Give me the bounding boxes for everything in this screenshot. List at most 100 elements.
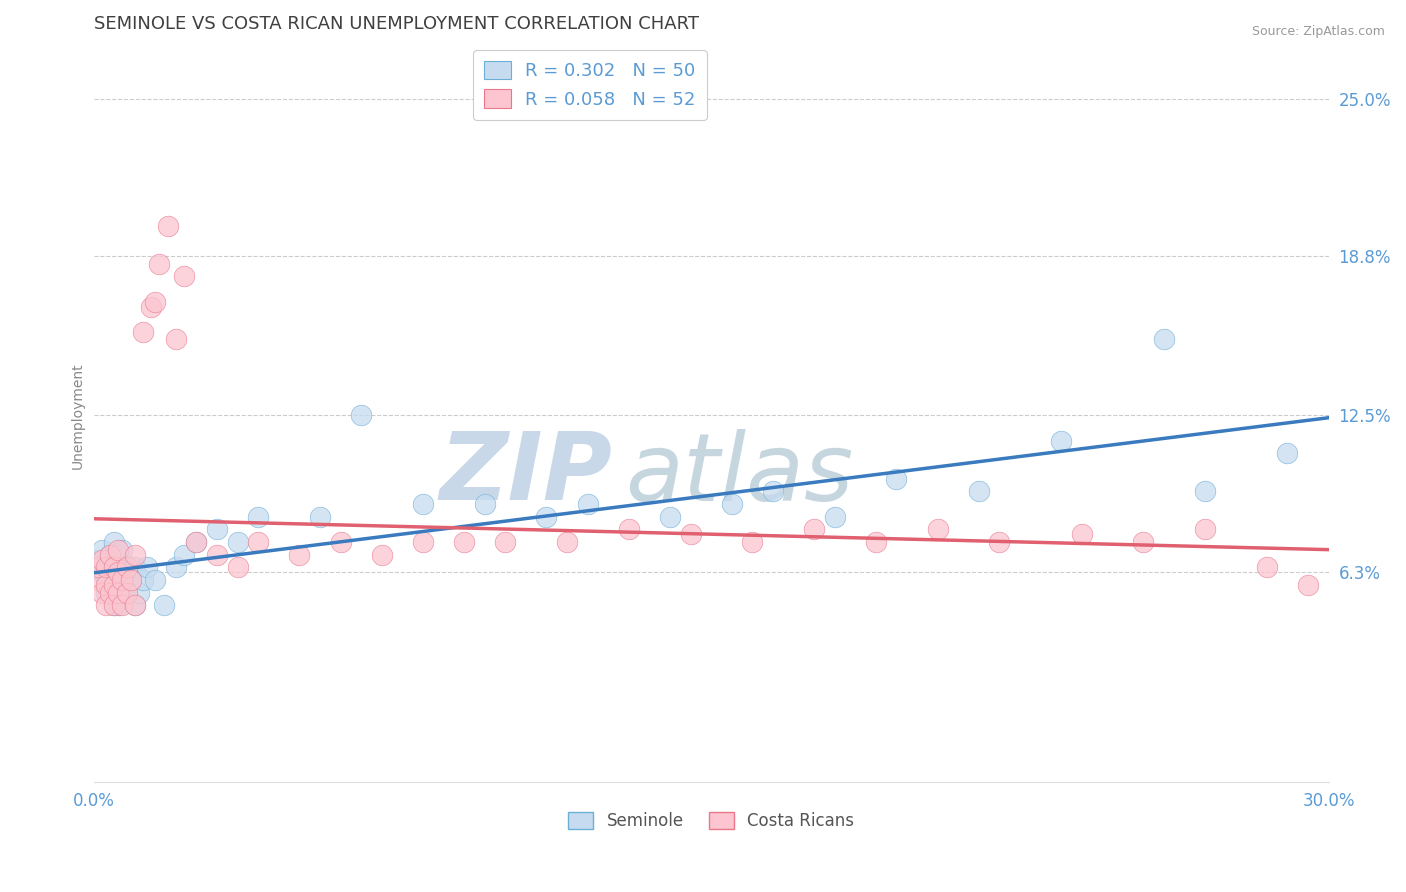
Point — [156, 219, 179, 233]
Point — [967, 484, 990, 499]
Point — [124, 598, 146, 612]
Point — [1277, 446, 1299, 460]
Point — [803, 522, 825, 536]
Point — [824, 509, 846, 524]
Point — [173, 269, 195, 284]
Point — [94, 585, 117, 599]
Point — [247, 509, 270, 524]
Point — [143, 294, 166, 309]
Point — [103, 560, 125, 574]
Point — [309, 509, 332, 524]
Point — [494, 535, 516, 549]
Point — [90, 566, 112, 580]
Point — [115, 560, 138, 574]
Point — [148, 256, 170, 270]
Point — [247, 535, 270, 549]
Point — [1194, 484, 1216, 499]
Point — [103, 585, 125, 599]
Point — [107, 585, 129, 599]
Point — [90, 585, 112, 599]
Point — [186, 535, 208, 549]
Point — [226, 560, 249, 574]
Point — [865, 535, 887, 549]
Point — [111, 598, 134, 612]
Point — [1194, 522, 1216, 536]
Text: SEMINOLE VS COSTA RICAN UNEMPLOYMENT CORRELATION CHART: SEMINOLE VS COSTA RICAN UNEMPLOYMENT COR… — [94, 15, 699, 33]
Y-axis label: Unemployment: Unemployment — [72, 362, 86, 468]
Point — [536, 509, 558, 524]
Point — [111, 573, 134, 587]
Point — [141, 300, 163, 314]
Point — [103, 535, 125, 549]
Point — [111, 542, 134, 557]
Point — [658, 509, 681, 524]
Point — [128, 585, 150, 599]
Point — [165, 560, 187, 574]
Point — [371, 548, 394, 562]
Point — [98, 578, 121, 592]
Point — [115, 585, 138, 599]
Point — [90, 542, 112, 557]
Point — [103, 598, 125, 612]
Point — [1153, 333, 1175, 347]
Point — [94, 578, 117, 592]
Point — [94, 560, 117, 574]
Point — [152, 598, 174, 612]
Point — [94, 598, 117, 612]
Point — [555, 535, 578, 549]
Point — [576, 497, 599, 511]
Point — [226, 535, 249, 549]
Point — [143, 573, 166, 587]
Point — [1296, 578, 1319, 592]
Point — [86, 552, 108, 566]
Point — [107, 548, 129, 562]
Point — [90, 552, 112, 566]
Point — [329, 535, 352, 549]
Point — [107, 573, 129, 587]
Point — [120, 573, 142, 587]
Point — [741, 535, 763, 549]
Point — [165, 333, 187, 347]
Point — [1070, 527, 1092, 541]
Text: atlas: atlas — [624, 429, 853, 520]
Text: ZIP: ZIP — [440, 428, 612, 520]
Point — [107, 566, 129, 580]
Point — [107, 598, 129, 612]
Point — [124, 598, 146, 612]
Legend: Seminole, Costa Ricans: Seminole, Costa Ricans — [561, 805, 860, 837]
Point — [205, 522, 228, 536]
Point — [205, 548, 228, 562]
Point — [988, 535, 1011, 549]
Point — [94, 560, 117, 574]
Point — [115, 566, 138, 580]
Point — [720, 497, 742, 511]
Point — [132, 573, 155, 587]
Point — [98, 585, 121, 599]
Point — [86, 573, 108, 587]
Point — [762, 484, 785, 499]
Point — [136, 560, 159, 574]
Point — [120, 573, 142, 587]
Text: Source: ZipAtlas.com: Source: ZipAtlas.com — [1251, 25, 1385, 38]
Point — [86, 560, 108, 574]
Point — [288, 548, 311, 562]
Point — [350, 409, 373, 423]
Point — [94, 573, 117, 587]
Point — [98, 548, 121, 562]
Point — [617, 522, 640, 536]
Point — [103, 578, 125, 592]
Point — [1132, 535, 1154, 549]
Point — [1050, 434, 1073, 448]
Point — [412, 497, 434, 511]
Point — [103, 560, 125, 574]
Point — [111, 585, 134, 599]
Point — [412, 535, 434, 549]
Point — [115, 585, 138, 599]
Point — [927, 522, 949, 536]
Point — [679, 527, 702, 541]
Point — [173, 548, 195, 562]
Point — [474, 497, 496, 511]
Point — [124, 548, 146, 562]
Point — [1256, 560, 1278, 574]
Point — [453, 535, 475, 549]
